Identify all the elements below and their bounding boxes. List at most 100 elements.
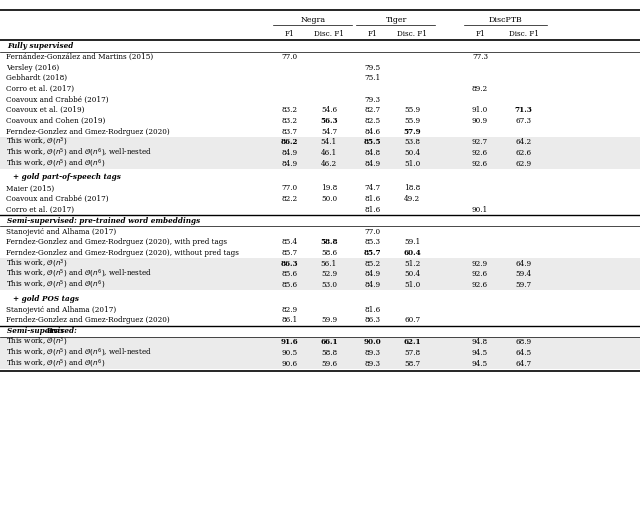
Text: Gebhardt (2018): Gebhardt (2018) [6,74,67,82]
Text: 83.2: 83.2 [282,106,298,114]
Text: 86.3: 86.3 [365,316,380,325]
Text: 54.7: 54.7 [321,128,337,136]
Bar [0,279,640,290]
Text: 81.6: 81.6 [364,206,381,214]
Text: 54.6: 54.6 [321,106,337,114]
Text: 85.7: 85.7 [364,249,381,257]
Text: 57.8: 57.8 [404,349,420,357]
Text: Ferndez-Gonzlez and Gmez-Rodrguez (2020), with pred tags: Ferndez-Gonzlez and Gmez-Rodrguez (2020)… [6,238,227,246]
Text: 82.9: 82.9 [281,306,298,314]
Text: 85.3: 85.3 [365,238,380,246]
Text: 51.0: 51.0 [404,281,420,289]
Text: 62.9: 62.9 [515,160,532,168]
Text: 59.7: 59.7 [515,281,532,289]
Text: 85.6: 85.6 [281,281,298,289]
Text: 53.0: 53.0 [321,281,337,289]
Text: 92.9: 92.9 [472,260,488,268]
Text: 84.9: 84.9 [364,270,381,278]
Text: 85.5: 85.5 [364,138,381,146]
Text: Disc. F1: Disc. F1 [509,29,538,38]
Text: This work, $\mathcal{O}(n^3)$: This work, $\mathcal{O}(n^3)$ [6,258,67,270]
Text: 85.2: 85.2 [364,260,381,268]
Bar [0,137,640,147]
Text: 18.8: 18.8 [404,184,420,193]
Text: 85.6: 85.6 [281,270,298,278]
Text: 59.4: 59.4 [515,270,532,278]
Text: Semi-supervised:: Semi-supervised: [7,328,79,335]
Text: 74.7: 74.7 [364,184,381,193]
Text: 56.1: 56.1 [321,260,337,268]
Text: Fernández-González and Martins (2015): Fernández-González and Martins (2015) [6,53,153,61]
Bar [0,358,640,369]
Text: Coavoux and Cohen (2019): Coavoux and Cohen (2019) [6,117,105,125]
Text: Fully supervised: Fully supervised [7,42,74,50]
Text: F1: F1 [475,29,485,38]
Text: 60.7: 60.7 [404,316,420,325]
Text: Tiger: Tiger [385,16,407,24]
Text: 90.5: 90.5 [281,349,298,357]
Bar [0,347,640,358]
Text: Stanojević and Alhama (2017): Stanojević and Alhama (2017) [6,228,116,236]
Bar [0,337,640,347]
Text: 52.9: 52.9 [321,270,337,278]
Text: + gold part-of-speech tags: + gold part-of-speech tags [13,174,122,181]
Text: This work, $\mathcal{O}(n^5)$ and $\mathcal{O}(n^6)$: This work, $\mathcal{O}(n^5)$ and $\math… [6,358,105,370]
Text: 58.8: 58.8 [320,238,338,246]
Text: 90.1: 90.1 [472,206,488,214]
Text: This work, $\mathcal{O}(n^3)$: This work, $\mathcal{O}(n^3)$ [6,336,67,348]
Text: This work, $\mathcal{O}(n^5)$ and $\mathcal{O}(n^6)$: This work, $\mathcal{O}(n^5)$ and $\math… [6,279,105,291]
Text: F1: F1 [284,29,294,38]
Text: 86.3: 86.3 [280,260,298,268]
Text: DiscPTB: DiscPTB [489,16,522,24]
Text: 92.6: 92.6 [472,149,488,157]
Text: 55.9: 55.9 [404,106,420,114]
Text: B: B [47,328,52,335]
Text: 82.7: 82.7 [364,106,381,114]
Text: 71.3: 71.3 [515,106,532,114]
Text: Ferndez-Gonzlez and Gmez-Rodrguez (2020): Ferndez-Gonzlez and Gmez-Rodrguez (2020) [6,128,170,136]
Bar [0,269,640,279]
Text: 89.3: 89.3 [365,349,380,357]
Text: 90.6: 90.6 [281,360,298,368]
Bar [0,147,640,158]
Text: 86.1: 86.1 [281,316,298,325]
Text: 89.3: 89.3 [365,360,380,368]
Text: 84.9: 84.9 [364,281,381,289]
Text: Disc. F1: Disc. F1 [397,29,427,38]
Text: 50.0: 50.0 [321,195,337,203]
Text: 46.1: 46.1 [321,149,337,157]
Text: 56.3: 56.3 [320,117,338,125]
Text: 64.5: 64.5 [515,349,532,357]
Text: 46.2: 46.2 [321,160,337,168]
Text: 81.6: 81.6 [364,306,381,314]
Text: 83.2: 83.2 [282,117,298,125]
Text: 59.9: 59.9 [321,316,337,325]
Text: 49.2: 49.2 [404,195,420,203]
Text: 92.7: 92.7 [472,138,488,146]
Text: F1: F1 [367,29,378,38]
Text: Ferndez-Gonzlez and Gmez-Rodrguez (2020): Ferndez-Gonzlez and Gmez-Rodrguez (2020) [6,316,170,325]
Text: 92.6: 92.6 [472,160,488,168]
Text: 62.6: 62.6 [515,149,532,157]
Text: 84.8: 84.8 [364,149,381,157]
Text: 67.3: 67.3 [516,117,531,125]
Text: 82.5: 82.5 [364,117,381,125]
Text: Corro et al. (2017): Corro et al. (2017) [6,85,74,93]
Text: 77.3: 77.3 [472,53,488,61]
Text: 81.6: 81.6 [364,195,381,203]
Text: Stanojević and Alhama (2017): Stanojević and Alhama (2017) [6,306,116,314]
Bar [0,258,640,269]
Text: 51.2: 51.2 [404,260,420,268]
Text: 85.4: 85.4 [281,238,298,246]
Text: 64.7: 64.7 [515,360,532,368]
Text: 51.0: 51.0 [404,160,420,168]
Text: Corro et al. (2017): Corro et al. (2017) [6,206,74,214]
Text: Coavoux et al. (2019): Coavoux et al. (2019) [6,106,84,114]
Text: 90.9: 90.9 [472,117,488,125]
Text: 79.3: 79.3 [365,96,380,104]
Text: 94.8: 94.8 [472,338,488,346]
Text: 19.8: 19.8 [321,184,337,193]
Text: 57.9: 57.9 [403,128,421,136]
Text: 89.2: 89.2 [472,85,488,93]
Text: 94.5: 94.5 [472,349,488,357]
